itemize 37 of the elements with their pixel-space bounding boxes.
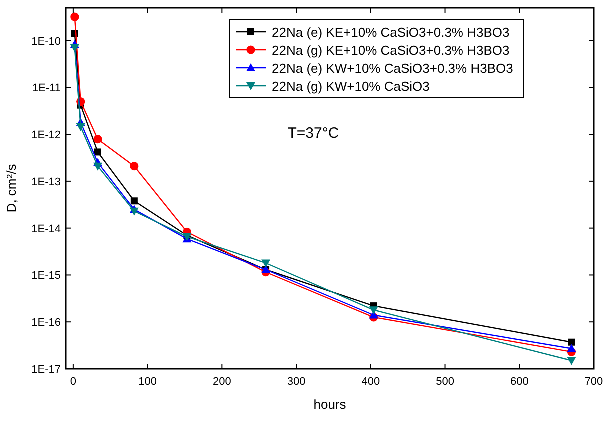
point [568,338,576,346]
point [262,260,271,268]
point [76,123,86,132]
point [70,12,80,22]
y-tick-label: 1E-12 [32,130,61,142]
x-tick-label: 600 [510,376,529,388]
x-tick-label: 300 [287,376,306,388]
y-tick-label: 1E-14 [32,223,61,236]
x-tick-label: 700 [584,376,604,388]
x-tick-label: 500 [436,376,454,388]
x-tick-label: 0 [70,376,76,388]
x-tick-label: 100 [138,376,157,388]
point [93,162,102,171]
x-tick-label: 400 [362,376,380,388]
legend-label: 22Na (e) KW+10% CaSiO3+0.3% H3BO3 [272,61,514,76]
point [130,208,139,216]
x-tick-label: 200 [212,376,232,388]
point [94,148,102,156]
point [567,344,576,352]
point [130,162,139,171]
legend-label: 22Na (e) KE+10% CaSiO3+0.3% H3BO3 [272,25,510,40]
y-tick-label: 1E-10 [32,36,61,48]
point [70,44,80,53]
legend-label: 22Na (g) KW+10% CaSiO3 [272,79,430,94]
y-tick-label: 1E-13 [32,176,61,188]
legend-label: 22Na (g) KE+10% CaSiO3+0.3% H3BO3 [272,43,510,58]
annotation: T=37°C [288,124,340,142]
y-tick-label: 1E-15 [32,270,61,282]
y-tick-label: 1E-16 [32,317,61,330]
y-tick-label: 1E-11 [32,82,61,95]
point [94,135,102,144]
point [567,357,576,366]
y-axis-title: D, cm²/s [4,164,19,213]
point [130,198,138,205]
x-axis-title: hours [314,397,347,412]
y-tick-label: 1E-17 [32,364,61,376]
point [369,306,378,315]
